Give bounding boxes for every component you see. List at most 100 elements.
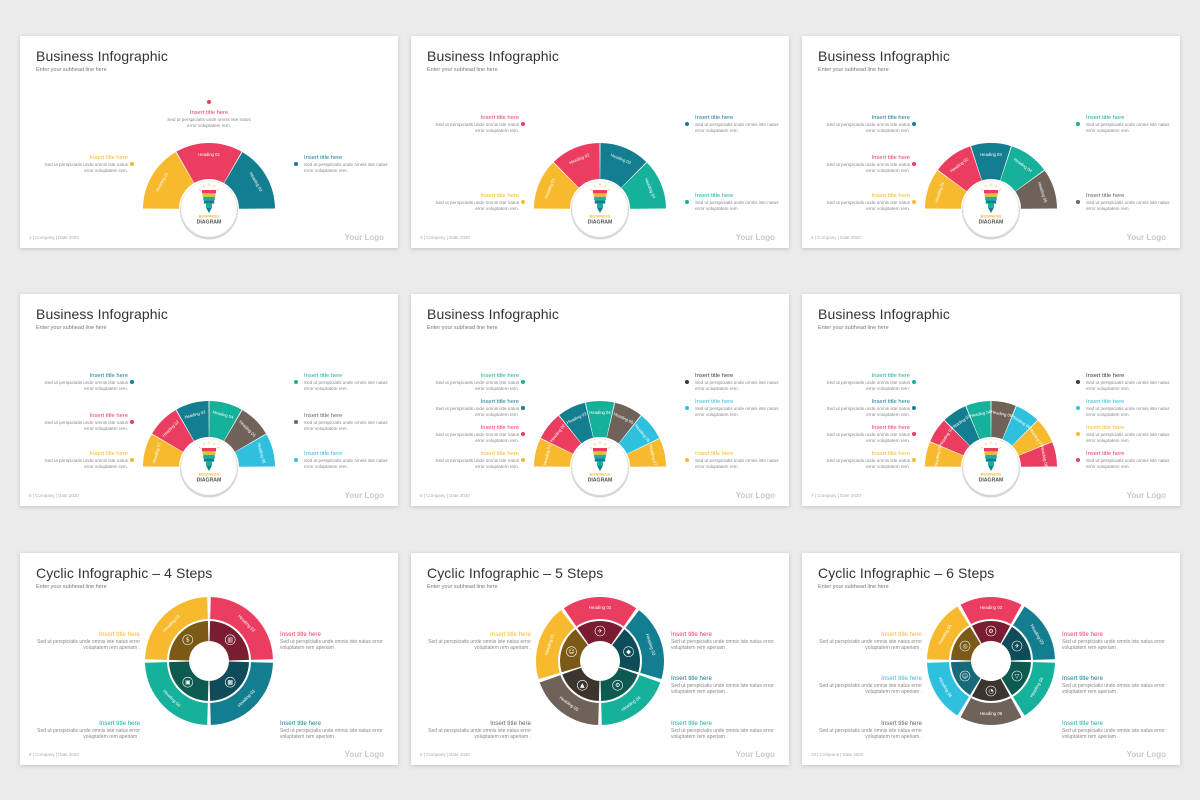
diagram-segment[interactable]: Heading 02 <box>930 420 970 456</box>
diagram-segment[interactable]: Heading 07 <box>627 438 666 467</box>
cycle-step[interactable]: Heading 01◎ <box>927 606 981 661</box>
diagram-segment[interactable]: Heading 05 <box>991 401 1016 440</box>
item-title[interactable]: Insert title here <box>671 675 712 682</box>
item-title[interactable]: Insert title here <box>871 193 910 199</box>
item-title[interactable]: Insert title here <box>1086 425 1125 431</box>
item-title[interactable]: Insert title here <box>89 451 128 457</box>
item-title[interactable]: Insert title here <box>99 631 140 638</box>
cycle-step[interactable]: Heading 02 ⚙ <box>960 597 1022 644</box>
item-title[interactable]: Insert title here <box>89 413 128 419</box>
slide-thumbnail[interactable]: Heading 01 Heading 02 Heading 03 Heading 04… <box>411 294 789 506</box>
diagram-segment[interactable]: Heading 05 <box>224 410 266 452</box>
diagram-segment[interactable]: Heading 03 <box>559 402 594 444</box>
item-title[interactable]: Insert title here <box>695 399 734 405</box>
item-title[interactable]: Insert title here <box>280 631 321 638</box>
diagram-segment[interactable]: Heading 01 <box>534 162 579 209</box>
item-title[interactable]: Insert title here <box>1086 451 1125 457</box>
item-title[interactable]: Insert title here <box>89 373 128 379</box>
diagram-segment[interactable]: Heading 03 <box>971 143 1011 181</box>
cycle-step[interactable]: Heading 02▥ <box>209 597 273 661</box>
cycle-step[interactable]: Heading 04⚙ <box>600 667 661 725</box>
cycle-step[interactable]: Heading 04▣ <box>145 661 209 725</box>
item-title[interactable]: Insert title here <box>871 451 910 457</box>
item-title[interactable]: Insert title here <box>881 675 922 682</box>
item-title[interactable]: Insert title here <box>480 373 519 379</box>
diagram-segment[interactable]: Heading 01 <box>143 152 194 209</box>
item-title[interactable]: Insert title here <box>480 115 519 121</box>
diagram-segment[interactable]: Heading 02 <box>553 143 600 188</box>
diagram-segment[interactable]: Heading 02 <box>540 415 582 454</box>
item-title[interactable]: Insert title here <box>881 720 922 727</box>
item-title[interactable]: Insert title here <box>1062 720 1103 727</box>
cycle-step[interactable]: Heading 06 ☺ <box>927 661 981 716</box>
cycle-step[interactable]: Heading 01 ☺ <box>536 610 588 680</box>
item-title[interactable]: Insert title here <box>480 193 519 199</box>
slide-thumbnail[interactable]: Heading 01 ◎ Heading 02 ⚙ Heading 03 ✈ Heading… <box>802 553 1180 765</box>
item-title[interactable]: Insert title here <box>1086 193 1125 199</box>
diagram-segment[interactable]: Heading 04 <box>1000 146 1045 192</box>
item-title[interactable]: Insert title here <box>1086 399 1125 405</box>
item-title[interactable]: Insert title here <box>280 720 321 727</box>
slide-thumbnail[interactable]: Heading 01 ☺ Heading 02 ✈ Heading 03 ◆ Heading… <box>411 553 789 765</box>
diagram-segment[interactable]: Heading 01 <box>925 170 967 209</box>
item-title[interactable]: Insert title here <box>871 425 910 431</box>
item-title[interactable]: Insert title here <box>1086 373 1125 379</box>
diagram-segment[interactable]: Heading 05 <box>606 402 641 444</box>
cycle-step[interactable]: Heading 03✈ <box>1001 606 1055 661</box>
diagram-segment[interactable]: Heading 01 <box>925 442 964 467</box>
item-title[interactable]: Insert title here <box>1062 675 1103 682</box>
diagram-segment[interactable]: Heading 04 <box>209 401 242 441</box>
cycle-step[interactable]: Heading 03▦ <box>209 661 273 725</box>
cycle-step[interactable]: Heading 03 ◆ <box>612 610 664 680</box>
item-title[interactable]: Insert title here <box>480 451 519 457</box>
cycle-step[interactable]: Heading 05 ◔ <box>960 678 1022 725</box>
item-title[interactable]: Insert title here <box>480 425 519 431</box>
diagram-segment[interactable]: Heading 06 <box>235 434 275 467</box>
diagram-segment[interactable]: Heading 06 <box>618 415 660 454</box>
item-title[interactable]: Insert title here <box>1086 115 1125 121</box>
diagram-segment[interactable]: Heading 04 <box>585 401 615 438</box>
diagram-segment[interactable]: Heading 05 <box>1015 170 1057 209</box>
diagram-segment[interactable]: Heading 03 <box>176 401 209 441</box>
cycle-step[interactable]: Heading 05▲ <box>539 667 600 725</box>
item-title[interactable]: Insert title here <box>871 115 910 121</box>
item-title[interactable]: Insert title here <box>671 631 712 638</box>
item-title[interactable]: Insert title here <box>304 373 343 379</box>
item-title[interactable]: Insert title here <box>695 193 734 199</box>
slide-thumbnail[interactable]: Heading 01 Heading 02 Heading 03 BUSINESS DI… <box>20 36 398 248</box>
item-title[interactable]: Insert title here <box>99 720 140 727</box>
slide-thumbnail[interactable]: Heading 01 Heading 02 Heading 03 Heading 04… <box>20 294 398 506</box>
item-title[interactable]: Insert title here <box>671 720 712 727</box>
item-title[interactable]: Insert title here <box>871 155 910 161</box>
slide-thumbnail[interactable]: Heading 01 Heading 02 Heading 03 Heading 04… <box>802 294 1180 506</box>
diagram-segment[interactable]: Heading 02 <box>152 410 194 452</box>
cycle-step[interactable]: Heading 02 ✈ <box>563 597 637 645</box>
cycle-step[interactable]: Heading 01$ <box>145 597 209 661</box>
item-title[interactable]: Insert title here <box>871 373 910 379</box>
item-title[interactable]: Insert title here <box>304 413 343 419</box>
item-title[interactable]: Insert title here <box>695 373 734 379</box>
item-title[interactable]: Insert title here <box>480 399 519 405</box>
diagram-segment[interactable]: Heading 01 <box>534 438 573 467</box>
slide-thumbnail[interactable]: Heading 01 $ Heading 02 ▥ Heading 03 ▦ Heading… <box>20 553 398 765</box>
cycle-step[interactable]: Heading 04▽ <box>1001 661 1055 716</box>
diagram-segment[interactable]: Heading 07 <box>1012 420 1052 456</box>
item-title[interactable]: Insert title here <box>89 155 128 161</box>
diagram-segment[interactable]: Heading 04 <box>966 401 992 440</box>
item-title[interactable]: Insert title here <box>304 451 343 457</box>
item-title[interactable]: Insert title here <box>304 155 343 161</box>
diagram-segment[interactable]: Heading 04 <box>621 162 666 209</box>
item-title[interactable]: Insert title here <box>1062 631 1103 638</box>
slide-thumbnail[interactable]: Heading 01 Heading 02 Heading 03 Heading 04… <box>411 36 789 248</box>
diagram-segment[interactable]: Heading 06 <box>1002 406 1038 446</box>
item-title[interactable]: Insert title here <box>695 451 734 457</box>
item-title[interactable]: Insert title here <box>881 631 922 638</box>
slide-thumbnail[interactable]: Heading 01 Heading 02 Heading 03 Heading 04… <box>802 36 1180 248</box>
diagram-segment[interactable]: Heading 03 <box>944 406 980 446</box>
item-title[interactable]: Insert title here <box>189 110 229 116</box>
diagram-segment[interactable]: Heading 08 <box>1018 442 1057 468</box>
diagram-segment[interactable]: Heading 01 <box>143 434 183 467</box>
item-title[interactable]: Insert title here <box>490 720 531 727</box>
diagram-segment[interactable]: Heading 03 <box>224 152 275 209</box>
diagram-segment[interactable]: Heading 03 <box>600 143 647 188</box>
